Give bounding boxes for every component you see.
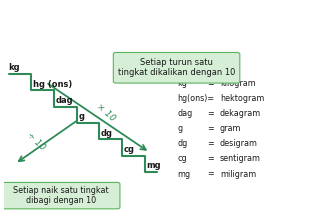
Text: gram: gram <box>220 124 242 133</box>
FancyBboxPatch shape <box>113 53 240 83</box>
Text: dag: dag <box>177 109 193 118</box>
Text: kg: kg <box>8 63 20 72</box>
Text: hektogram: hektogram <box>220 94 264 103</box>
Text: dekagram: dekagram <box>220 109 261 118</box>
Text: cg: cg <box>177 154 187 164</box>
Text: Setiap turun satu
tingkat dikalikan dengan 10: Setiap turun satu tingkat dikalikan deng… <box>118 58 235 77</box>
Text: =: = <box>207 170 214 179</box>
Text: hg(ons)=: hg(ons)= <box>177 94 214 103</box>
Text: g: g <box>177 124 182 133</box>
Text: hg (ons): hg (ons) <box>33 80 72 89</box>
Text: g: g <box>78 112 84 121</box>
Text: dag: dag <box>56 96 73 105</box>
Text: × 10: × 10 <box>94 101 117 123</box>
Text: Setiap naik satu tingkat
dibagi dengan 10: Setiap naik satu tingkat dibagi dengan 1… <box>13 186 108 205</box>
Text: dg: dg <box>177 139 188 148</box>
Text: kilogram: kilogram <box>220 79 256 88</box>
Text: =: = <box>207 154 214 164</box>
Text: mg: mg <box>177 170 190 179</box>
Text: =: = <box>207 79 214 88</box>
FancyBboxPatch shape <box>1 183 120 209</box>
Text: mg: mg <box>147 161 161 170</box>
Text: cg: cg <box>124 145 135 154</box>
Text: =: = <box>207 139 214 148</box>
Text: sentigram: sentigram <box>220 154 261 164</box>
Text: dg: dg <box>101 129 113 138</box>
Text: miligram: miligram <box>220 170 256 179</box>
Text: ÷ 10: ÷ 10 <box>24 131 47 153</box>
Text: kg: kg <box>177 79 187 88</box>
Text: desigram: desigram <box>220 139 258 148</box>
Text: =: = <box>207 109 214 118</box>
Text: =: = <box>207 124 214 133</box>
